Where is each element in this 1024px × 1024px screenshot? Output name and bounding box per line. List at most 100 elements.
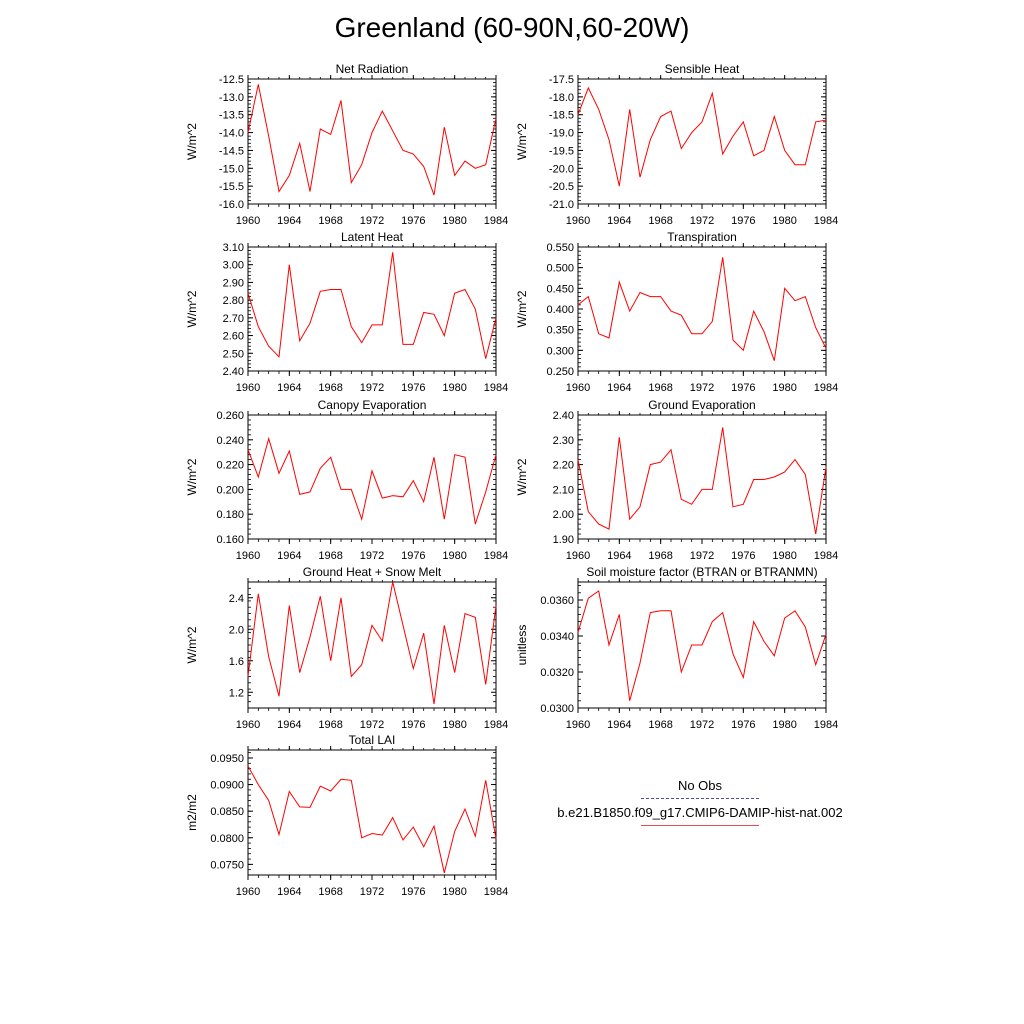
legend-line-obs bbox=[641, 798, 759, 799]
y-tick-label: 2.10 bbox=[553, 484, 574, 496]
x-tick-label: 1964 bbox=[277, 382, 301, 394]
x-tick-label: 1972 bbox=[690, 382, 714, 394]
y-tick-label: -19.0 bbox=[549, 128, 574, 140]
x-tick-label: 1964 bbox=[277, 215, 301, 227]
chart-panel-3: Latent Heat W/m^2 2.40 2.50 2.60 2.70 2.80 2.90… bbox=[185, 230, 508, 394]
x-tick-label: 1984 bbox=[484, 382, 508, 394]
x-tick-label: 1976 bbox=[731, 382, 755, 394]
y-tick-label: -12.5 bbox=[219, 74, 244, 86]
x-tick-label: 1984 bbox=[484, 886, 508, 898]
y-tick-label: -13.5 bbox=[219, 110, 244, 122]
x-tick-label: 1980 bbox=[772, 215, 796, 227]
y-tick-label: 0.450 bbox=[546, 283, 574, 295]
y-tick-label: -16.0 bbox=[219, 199, 244, 211]
series-line-1 bbox=[577, 86, 827, 187]
y-tick-label: 1.2 bbox=[229, 687, 244, 699]
x-tick-label: 1980 bbox=[442, 215, 466, 227]
y-tick-label: 3.00 bbox=[223, 260, 244, 272]
plot-frame bbox=[247, 414, 497, 540]
y-tick-label: 2.40 bbox=[223, 366, 244, 378]
x-tick-label: 1972 bbox=[360, 886, 384, 898]
y-tick-label: -19.5 bbox=[549, 145, 574, 157]
x-tick-label: 1968 bbox=[648, 215, 672, 227]
plot-frame bbox=[247, 78, 497, 205]
y-tick-label: 2.0 bbox=[229, 624, 244, 636]
x-tick-label: 1972 bbox=[360, 215, 384, 227]
x-tick-label: 1968 bbox=[318, 215, 342, 227]
y-tick-label: 2.70 bbox=[223, 313, 244, 325]
panel-title: Total LAI bbox=[349, 733, 396, 747]
x-tick-label: 1960 bbox=[236, 886, 260, 898]
panel-title: Ground Evaporation bbox=[648, 398, 755, 412]
y-tick-label: 0.180 bbox=[216, 509, 244, 521]
y-tick-label: 0.160 bbox=[216, 534, 244, 546]
x-tick-label: 1960 bbox=[566, 382, 590, 394]
y-axis-label: W/m^2 bbox=[185, 626, 199, 663]
y-tick-label: 0.0950 bbox=[210, 753, 244, 765]
series-line-1 bbox=[577, 590, 827, 701]
x-tick-label: 1984 bbox=[814, 382, 838, 394]
y-tick-label: -15.5 bbox=[219, 181, 244, 193]
legend: No Obs b.e21.B1850.f09_g17.CMIP6-DAMIP-h… bbox=[520, 778, 880, 826]
x-tick-label: 1972 bbox=[690, 550, 714, 562]
page-title: Greenland (60-90N,60-20W) bbox=[334, 12, 690, 43]
x-tick-label: 1980 bbox=[772, 719, 796, 731]
x-tick-label: 1960 bbox=[236, 215, 260, 227]
x-tick-label: 1984 bbox=[484, 550, 508, 562]
y-tick-label: 2.4 bbox=[229, 593, 244, 605]
x-tick-label: 1960 bbox=[566, 215, 590, 227]
x-tick-label: 1960 bbox=[566, 719, 590, 731]
y-tick-label: 0.0300 bbox=[540, 703, 574, 715]
y-tick-label: 2.40 bbox=[553, 410, 574, 422]
x-tick-label: 1984 bbox=[814, 719, 838, 731]
y-tick-label: 2.80 bbox=[223, 295, 244, 307]
series-line-1 bbox=[247, 252, 497, 359]
x-tick-label: 1976 bbox=[731, 550, 755, 562]
x-tick-label: 1976 bbox=[731, 719, 755, 731]
y-tick-label: 0.260 bbox=[216, 410, 244, 422]
y-tick-label: 0.0340 bbox=[540, 631, 574, 643]
y-axis-label: W/m^2 bbox=[515, 123, 529, 160]
x-tick-label: 1976 bbox=[401, 550, 425, 562]
y-axis-label: W/m^2 bbox=[185, 458, 199, 495]
chart-panel-4: Transpiration W/m^2 0.250 0.300 0.350 0.400 0.… bbox=[515, 230, 838, 394]
x-tick-label: 1968 bbox=[318, 719, 342, 731]
x-tick-label: 1984 bbox=[484, 719, 508, 731]
chart-panel-6: Ground Evaporation W/m^2 1.90 2.00 2.10 2.20 2… bbox=[515, 398, 838, 562]
y-tick-label: 0.550 bbox=[546, 242, 574, 254]
series-line-1 bbox=[577, 257, 827, 361]
y-tick-label: 2.50 bbox=[223, 348, 244, 360]
x-tick-label: 1964 bbox=[277, 719, 301, 731]
x-tick-label: 1976 bbox=[401, 719, 425, 731]
y-axis-label: W/m^2 bbox=[185, 123, 199, 160]
legend-label-model: b.e21.B1850.f09_g17.CMIP6-DAMIP-hist-nat… bbox=[557, 805, 843, 820]
chart-panel-7: Ground Heat + Snow Melt W/m^2 1.2 1.6 2.0 2.4… bbox=[185, 565, 508, 731]
y-tick-label: 1.6 bbox=[229, 656, 244, 668]
plot-frame bbox=[577, 78, 827, 205]
y-tick-label: 1.90 bbox=[553, 534, 574, 546]
y-tick-label: -20.5 bbox=[549, 181, 574, 193]
panel-title: Soil moisture factor (BTRAN or BTRANMN) bbox=[586, 565, 817, 579]
series-line-1 bbox=[577, 427, 827, 535]
x-tick-label: 1984 bbox=[484, 215, 508, 227]
y-tick-label: 0.0900 bbox=[210, 780, 244, 792]
plot-frame bbox=[247, 749, 497, 876]
x-tick-label: 1968 bbox=[648, 719, 672, 731]
x-tick-label: 1964 bbox=[607, 215, 631, 227]
x-tick-label: 1972 bbox=[690, 719, 714, 731]
chart-panel-2: Sensible Heat W/m^2 -21.0 -20.5 -20.0 -19.5 -1… bbox=[515, 62, 838, 227]
y-axis-label: W/m^2 bbox=[185, 290, 199, 327]
x-tick-label: 1968 bbox=[648, 382, 672, 394]
y-tick-label: 3.10 bbox=[223, 242, 244, 254]
y-tick-label: -14.0 bbox=[219, 128, 244, 140]
series-line-1 bbox=[247, 84, 497, 196]
x-tick-label: 1960 bbox=[566, 550, 590, 562]
x-tick-label: 1980 bbox=[442, 719, 466, 731]
y-tick-label: 2.00 bbox=[553, 509, 574, 521]
y-tick-label: -13.0 bbox=[219, 92, 244, 104]
x-tick-label: 1972 bbox=[360, 550, 384, 562]
x-tick-label: 1964 bbox=[607, 719, 631, 731]
panel-title: Net Radiation bbox=[336, 62, 409, 76]
x-tick-label: 1972 bbox=[690, 215, 714, 227]
y-tick-label: -21.0 bbox=[549, 199, 574, 211]
